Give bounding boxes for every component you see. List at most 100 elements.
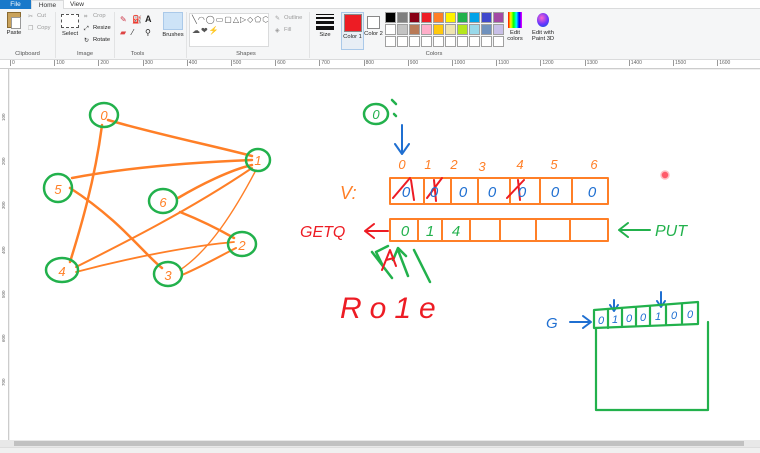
edit-colors-button[interactable]: Edit colors (504, 12, 526, 42)
shapes-gallery[interactable]: ╲◠◯▭▢△▷◇⬠⬡←→↑↓✦✧☆◯◻☁❤⚡ (189, 13, 269, 47)
g-bit-5: 0 (671, 310, 678, 322)
tab-home[interactable]: Home (31, 0, 64, 9)
select-button[interactable]: Select (58, 12, 82, 37)
tools-group-label: Tools (130, 51, 145, 57)
horizontal-scrollbar-thumb[interactable] (14, 441, 744, 446)
ruler-tick-label: 1000 (452, 60, 466, 66)
fill-button[interactable]: ◈ Fill (275, 26, 291, 35)
clipboard-group-label: Clipboard (15, 51, 40, 57)
palette-swatch[interactable] (493, 36, 504, 47)
crop-button[interactable]: ⌗ Crop (84, 12, 106, 21)
v-value-2: 0 (459, 184, 468, 201)
palette-swatch[interactable] (457, 24, 468, 35)
paste-button[interactable]: Paste (3, 12, 25, 36)
palette-swatch[interactable] (421, 12, 432, 23)
queue-start-node-label: 0 (372, 107, 380, 122)
group-separator (55, 12, 56, 58)
text-tool[interactable]: A (145, 15, 152, 24)
palette-swatch[interactable] (421, 36, 432, 47)
palette-swatch[interactable] (469, 12, 480, 23)
palette-swatch[interactable] (457, 12, 468, 23)
palette-swatch[interactable] (493, 12, 504, 23)
palette-swatch[interactable] (397, 36, 408, 47)
palette-swatch[interactable] (433, 12, 444, 23)
queue-array (389, 218, 609, 242)
queue-array-dividers (417, 218, 571, 242)
paint3d-button[interactable]: Edit with Paint 3D (530, 12, 556, 42)
palette-swatch[interactable] (397, 12, 408, 23)
palette-swatch[interactable] (469, 36, 480, 47)
palette-swatch[interactable] (457, 36, 468, 47)
graph-node-3 (152, 260, 184, 288)
graph-node-4 (44, 256, 80, 284)
queue-value-labels: 0 1 4 (401, 223, 460, 240)
brushes-button[interactable]: Brushes (161, 12, 185, 38)
palette-swatch[interactable] (409, 24, 420, 35)
cut-button[interactable]: ✂ Cut (28, 12, 46, 21)
fill-tool[interactable]: ⛽ (132, 15, 142, 24)
select-rectangle-icon (61, 14, 79, 28)
v-index-5: 5 (550, 157, 558, 172)
color-picker-tool[interactable]: ⁄ (132, 28, 133, 37)
edge-0-4 (68, 123, 104, 264)
outline-icon: ✎ (275, 16, 280, 22)
edit-colors-label: Edit colors (507, 30, 523, 42)
palette-swatch[interactable] (409, 12, 420, 23)
rotate-button[interactable]: ↻ Rotate (84, 36, 110, 45)
ruler-tick-label: 1100 (496, 60, 509, 66)
horizontal-scrollbar[interactable] (0, 440, 760, 447)
color1-button[interactable]: Color 1 (341, 12, 364, 50)
palette-swatch[interactable] (445, 24, 456, 35)
g-array-box (592, 300, 700, 330)
graph-node-label-3: 3 (164, 268, 172, 283)
palette-swatch[interactable] (385, 12, 396, 23)
queue-start-node-circle (362, 102, 390, 126)
brushes-label: Brushes (162, 32, 184, 38)
eraser-tool[interactable]: ▰ (120, 28, 126, 37)
palette-swatch[interactable] (469, 24, 480, 35)
resize-button[interactable]: ⤢ Resize (84, 24, 111, 33)
size-button[interactable]: Size (313, 12, 337, 38)
tab-file[interactable]: File (0, 0, 31, 9)
palette-swatch[interactable] (433, 36, 444, 47)
paint3d-icon (537, 13, 549, 27)
edge-6-1 (176, 163, 254, 200)
ruler-tick-label: 0 (10, 60, 15, 66)
palette-swatch[interactable] (481, 24, 492, 35)
queue-value-1: 1 (426, 223, 434, 240)
palette-swatch[interactable] (481, 36, 492, 47)
copy-label: Copy (37, 25, 51, 31)
g-bit-3: 0 (640, 312, 647, 324)
color2-button[interactable]: Color 2 (364, 12, 383, 37)
palette-swatch[interactable] (385, 36, 396, 47)
outline-button[interactable]: ✎ Outline (275, 14, 302, 23)
queue-value-2: 4 (452, 223, 460, 240)
size-label: Size (319, 32, 331, 38)
palette-swatch[interactable] (397, 24, 408, 35)
palette-swatch[interactable] (421, 24, 432, 35)
tab-view[interactable]: View (70, 1, 84, 8)
palette-swatch[interactable] (445, 12, 456, 23)
v-index-6: 6 (590, 157, 598, 172)
palette-swatch[interactable] (481, 12, 492, 23)
status-bar (0, 447, 760, 453)
visited-array-box (389, 177, 609, 205)
paste-label: Paste (6, 30, 22, 36)
v-index-1: 1 (424, 157, 431, 172)
ruler-horizontal: 0 100 200 300 400 500 600 700 800 900 1000 1100 1200… (0, 60, 760, 69)
copy-button[interactable]: ❐ Copy (28, 24, 51, 33)
resize-label: Resize (93, 25, 111, 31)
palette-swatch[interactable] (493, 24, 504, 35)
magnifier-tool[interactable]: ⚲ (145, 28, 151, 37)
paint3d-label: Edit with Paint 3D (531, 30, 555, 42)
bucket-icon: ⛽ (132, 15, 142, 24)
palette-swatch[interactable] (433, 24, 444, 35)
drawing-canvas[interactable]: 0 1 2 3 4 5 6 0 V: 0 1 2 3 4 5 6 0 0 (10, 70, 760, 440)
edge-5-3 (68, 186, 164, 270)
palette-swatch[interactable] (409, 36, 420, 47)
group-separator (186, 12, 187, 58)
v-value-labels: 0 0 0 0 0 0 0 (402, 184, 597, 201)
pencil-tool[interactable]: ✎ (120, 15, 127, 24)
palette-swatch[interactable] (445, 36, 456, 47)
palette-swatch[interactable] (385, 24, 396, 35)
